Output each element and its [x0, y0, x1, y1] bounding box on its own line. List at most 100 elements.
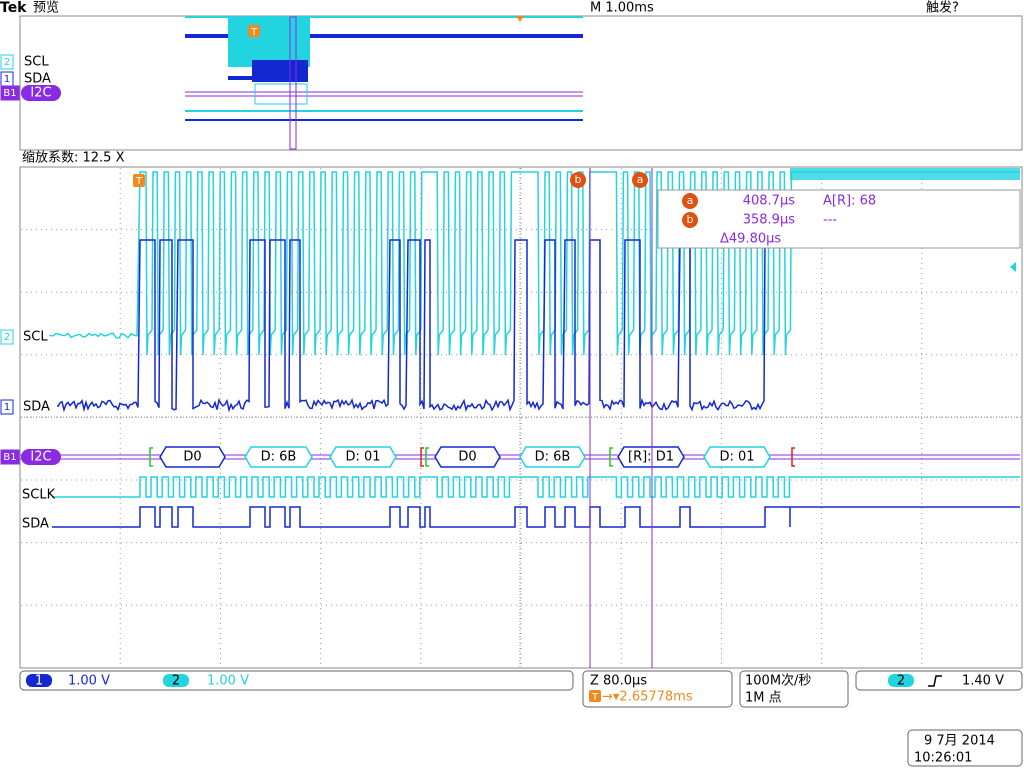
ov-sda-burst [228, 76, 254, 80]
overview-frame [19, 15, 1023, 151]
channel-badge [0, 449, 20, 465]
ov-bus-name: I2C [30, 86, 51, 101]
ov-channel-num: 1 [4, 74, 10, 85]
bus-packet-label: D: 01 [345, 450, 380, 465]
channel-name: SCL [23, 330, 48, 345]
zoom-factor: 缩放系数: 12.5 X [22, 150, 125, 166]
ov-channel-name: SDA [24, 72, 51, 87]
scl-trace [49, 171, 1020, 356]
bus-bracket [791, 447, 795, 467]
channel-num: 2 [4, 332, 10, 343]
trig-slope [928, 675, 942, 687]
bus-packet-label: D: 01 [719, 450, 754, 465]
ov-channel-badge [0, 85, 20, 101]
sclk-digital [52, 476, 1020, 498]
readout-box [657, 189, 1021, 249]
overview-waveforms: T 2 SCL 1 SDA B1 I2C [0, 16, 583, 150]
time: 10:26:01 [914, 751, 972, 766]
status-box [19, 670, 574, 691]
bus-packet-label: [R]: D1 [628, 450, 674, 465]
bus-packet [434, 446, 501, 468]
channel-name: SDA [23, 400, 50, 415]
sda-digital [52, 506, 1020, 528]
date-box [907, 729, 1023, 767]
bus-packet-label: D0 [183, 450, 201, 465]
scl-flat [790, 168, 1020, 180]
bus-pill [21, 449, 61, 465]
bus-packet [329, 446, 397, 468]
digital-label: SDA [22, 517, 49, 532]
channel-badge [0, 399, 14, 415]
acq-box [739, 670, 849, 708]
trig-pos-icon [589, 690, 601, 702]
date: 9 7月 2014 [924, 734, 995, 749]
bus-packet [617, 446, 685, 468]
trigger-status: 触发? [926, 0, 959, 16]
readout-badge-label: b [687, 213, 694, 226]
ch2-num: 2 [172, 674, 180, 689]
bus-packet [159, 446, 226, 468]
zoom-waveforms [49, 168, 1020, 528]
readout-time: 358.9µs [743, 213, 795, 228]
readout-value: A[R]: 68 [823, 194, 876, 209]
sda-trace [57, 239, 790, 413]
bus-packet-label: D: 6B [261, 450, 297, 465]
trigger-text: T [135, 176, 143, 187]
bus-packet [519, 446, 586, 468]
ov-channel-badge [0, 54, 14, 70]
ch1-scale: 1.00 V [68, 674, 110, 689]
readout-badge [682, 212, 698, 228]
bus-bracket [609, 447, 613, 467]
channel-num: 1 [4, 402, 10, 413]
cursor-badge [632, 172, 648, 188]
readout-badge-label: a [687, 194, 694, 207]
ch2-pill [163, 674, 189, 687]
trig-level: 1.40 V [962, 674, 1004, 689]
overlays: D0 D: 6B D: 01 D0 D: 6B [R]: D1 D: 01 2 SCL 1 SDA B… [0, 168, 1023, 767]
readout-value: --- [823, 213, 837, 228]
ch1-num: 1 [35, 674, 43, 689]
ov-bus-pill [21, 85, 61, 101]
bus-bracket [149, 447, 153, 467]
ov-trigger-pos [516, 16, 524, 22]
mode: 预览 [33, 0, 59, 16]
cursor-label: a [637, 173, 644, 186]
zoom-scale: Z 80.0µs [590, 674, 647, 689]
digital-label: SCLK [22, 488, 56, 503]
ov-trigger-text: T [250, 27, 258, 38]
bus-packet [703, 446, 771, 468]
bus-bracket [425, 447, 429, 467]
ov-sda-burst [252, 60, 308, 82]
bus-packet [244, 446, 313, 468]
bus-packet-label: D0 [458, 450, 476, 465]
ov-channel-num: B1 [3, 88, 16, 99]
ch-offset-marker [1010, 262, 1016, 272]
timebase: M 1.00ms [590, 1, 654, 16]
trig-pos: →▾2.65778ms [602, 690, 693, 705]
bus-name: I2C [30, 450, 51, 465]
ov-channel-num: 2 [4, 57, 10, 68]
graticule [21, 168, 1021, 667]
cursor-label: b [575, 173, 582, 186]
ch1-pill [26, 674, 52, 687]
ov-zoom-window [289, 16, 297, 150]
bus-packet-label: D: 6B [535, 450, 571, 465]
record-length: 1M 点 [745, 691, 782, 706]
trig-src: 2 [897, 674, 905, 689]
ov-scl-burst [228, 17, 310, 67]
bus-bracket [420, 447, 424, 467]
readout-time: 408.7µs [743, 194, 795, 209]
readout-badge [682, 193, 698, 209]
trig-pos-icon-text: T [591, 692, 599, 703]
readout-delta: Δ49.80µs [720, 232, 781, 247]
trigger-icon [133, 174, 145, 187]
brand: Tek [0, 0, 27, 16]
cursor-badge [570, 172, 586, 188]
ov-channel-name: SCL [24, 55, 49, 70]
ch2-scale: 1.00 V [207, 674, 249, 689]
channel-num: B1 [3, 452, 16, 463]
ov-trigger-icon [248, 25, 260, 37]
trig-src-pill [888, 674, 914, 687]
ov-bus-burst [254, 83, 308, 105]
